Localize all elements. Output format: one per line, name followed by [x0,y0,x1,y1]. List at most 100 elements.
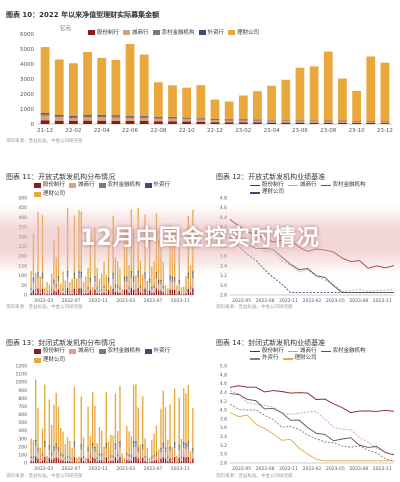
bar-segment [62,456,64,461]
bar-segment [110,455,112,456]
legend-label: 理财公司 [294,355,317,362]
bar-segment [89,436,92,456]
bar-segment [135,275,137,290]
bar-segment [85,291,87,294]
bar-segment [41,274,44,280]
bar-segment [144,438,146,457]
y-tick-label: 5000 [20,47,34,53]
bar-segment [73,274,76,280]
legend-swatch [144,183,152,188]
bar-segment [97,115,107,118]
bar-segment [76,461,78,463]
bar-segment [189,451,192,460]
bar-segment [37,407,39,448]
bar-segment [44,384,46,442]
chart-13-source: 资料来源：普益标准，中金公司研究部 [6,474,83,479]
legend-item: 理财公司 [250,189,284,196]
bar-segment [164,293,167,295]
bar-segment [80,445,82,450]
bar-segment [87,451,89,459]
legend-label: 城商行 [78,182,95,188]
bar-segment [101,453,103,455]
bar-segment [111,117,121,121]
bar-segment [153,457,155,461]
bar-segment [64,280,66,291]
bar-segment [82,293,85,295]
bar-segment [107,461,110,463]
bar-segment [60,292,62,293]
bar-segment [57,289,60,295]
bar-segment [114,291,117,295]
x-tick-label: 2022-03 [34,466,53,472]
bar-segment [48,457,51,463]
bar-segment [62,454,64,457]
bar-segment [130,436,133,456]
chart-10-source: 资料来源：普益标准，中金公司研究部 [6,139,83,144]
bar-segment [30,456,32,459]
bar-segment [281,79,291,121]
bar-segment [121,453,123,461]
bar-segment [164,447,167,449]
legend-label: 外资行 [207,30,225,36]
x-tick-label: 22-04 [94,128,110,134]
bar-segment [171,281,174,290]
bar-segment [91,443,94,445]
bar-segment [37,288,39,295]
bar-segment [114,287,117,292]
bar-segment [135,447,137,457]
bar-segment [281,120,291,122]
bar-segment [168,85,177,117]
bar-segment [125,116,135,118]
y-tick-label: 4.0 [220,408,227,414]
bar-segment [155,273,158,279]
bar-segment [189,462,192,463]
x-tick-label: 22-06 [122,128,138,134]
bar-segment [178,281,180,285]
bar-segment [183,293,185,295]
bar-segment [57,406,60,448]
bar-segment [167,458,169,462]
bar-segment [238,122,248,124]
y-tick-label: 100 [18,273,27,279]
bar-segment [178,446,180,450]
bar-segment [130,460,133,463]
x-tick-label: 2023-11 [171,466,190,472]
bar-segment [189,286,192,288]
legend-label: 理财公司 [262,189,285,196]
bar-segment [137,451,139,459]
bar-segment [87,287,89,288]
bar-segment [55,291,57,295]
y-tick-label: 2.8 [220,293,227,299]
bar-segment [87,458,89,463]
bar-segment [173,277,176,279]
bar-segment [83,115,92,118]
bar-segment [98,453,101,456]
bar-segment [114,449,117,458]
bar-segment [180,456,183,459]
bar-segment [171,459,174,462]
bar-segment [117,286,119,289]
bar-segment [57,458,60,463]
bar-segment [62,460,64,463]
bar-segment [130,272,133,278]
series-line [229,412,394,462]
bar-segment [97,117,107,121]
bar-segment [125,44,135,117]
bar-segment [69,292,71,294]
bar-segment [32,461,35,463]
bar-segment [146,459,148,461]
bar-segment [183,443,185,448]
bar-segment [132,384,135,442]
chart-13-title: 图表 13：封闭式新发机构分布情况 [6,339,116,347]
bar-segment [117,460,119,463]
x-tick-label: 23-02 [235,128,251,134]
legend-swatch [288,350,299,353]
bar-segment [142,293,144,295]
bar-segment [73,279,76,289]
bar-segment [105,275,107,290]
chart-14-plot: 2.8 3.0 3.2 3.4 3.6 3.8 4.0 4.2 4.4 4.6 4.8 5.0 2022… [220,364,395,472]
bar-segment [162,448,164,458]
bar-segment [137,458,139,463]
bar-segment [144,278,146,289]
y-tick-label: 5.0 [220,364,227,370]
